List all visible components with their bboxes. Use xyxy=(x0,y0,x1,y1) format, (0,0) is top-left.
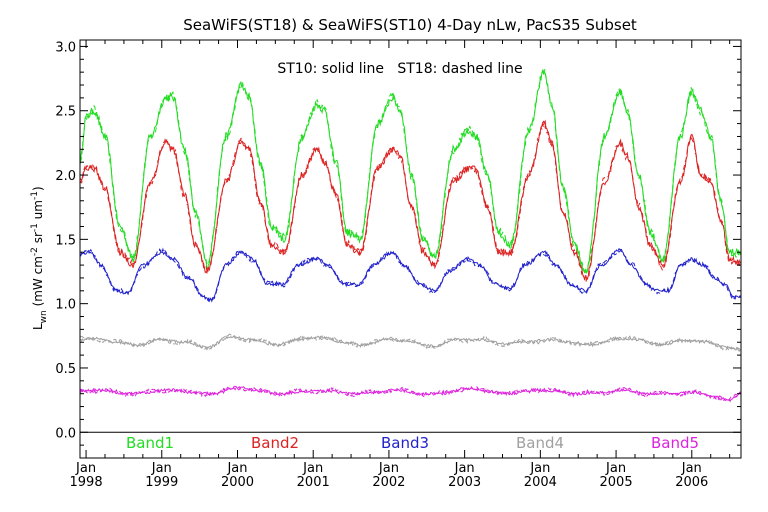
plot-frame xyxy=(79,39,742,459)
x-tick-year-label: 2002 xyxy=(372,475,405,490)
band4-st10-solid-line xyxy=(79,335,742,352)
y-tick-label: 0.5 xyxy=(55,362,76,377)
y-axis-label: Lwn (mW cm-2 sr-1 um-1) xyxy=(30,167,49,356)
svg-text:Lwn (mW cm-2 sr-1 um-1): Lwn (mW cm-2 sr-1 um-1) xyxy=(30,167,49,356)
x-tick-year-label: 2001 xyxy=(297,475,330,490)
legend-band4: Band4 xyxy=(516,434,564,452)
axes: 0.00.51.01.52.02.53.0Jan1998Jan1999Jan20… xyxy=(55,39,742,490)
band2-st10-solid-line xyxy=(79,119,741,281)
y-tick-label: 1.0 xyxy=(55,298,76,313)
x-tick-month-label: Jan xyxy=(605,461,626,476)
x-tick-year-label: 2000 xyxy=(221,475,254,490)
line-style-annotation: ST10: solid line ST18: dashed line xyxy=(277,61,522,77)
x-tick-month-label: Jan xyxy=(302,461,323,476)
x-tick-month-label: Jan xyxy=(378,461,399,476)
chart-title: SeaWiFS(ST18) & SeaWiFS(ST10) 4-Day nLw,… xyxy=(183,16,637,34)
band1-st18-dashed-line xyxy=(79,69,742,275)
x-tick-month-label: Jan xyxy=(226,461,247,476)
x-tick-month-label: Jan xyxy=(529,461,550,476)
x-tick-year-label: 1998 xyxy=(70,475,103,490)
x-tick-year-label: 2006 xyxy=(675,475,708,490)
band3-st10-solid-line xyxy=(79,247,742,303)
y-tick-label: 2.0 xyxy=(55,169,76,184)
legend-band5: Band5 xyxy=(651,434,699,452)
y-tick-label: 1.5 xyxy=(55,233,76,248)
x-tick-year-label: 2005 xyxy=(600,475,633,490)
plot-lines xyxy=(79,68,742,403)
y-tick-label: 2.5 xyxy=(55,105,76,120)
band5-st18-dashed-line xyxy=(79,385,742,402)
y-tick-label: 3.0 xyxy=(55,40,76,55)
x-tick-month-label: Jan xyxy=(75,461,96,476)
x-tick-year-label: 1999 xyxy=(145,475,178,490)
band2-st18-dashed-line xyxy=(79,121,742,284)
y-tick-label: 0.0 xyxy=(55,426,76,441)
x-tick-month-label: Jan xyxy=(454,461,475,476)
band4-st18-dashed-line xyxy=(79,333,742,351)
legend: Band1 Band2 Band3 Band4 Band5 xyxy=(126,434,699,452)
x-tick-year-label: 2003 xyxy=(448,475,481,490)
legend-band1: Band1 xyxy=(126,434,174,452)
x-tick-month-label: Jan xyxy=(151,461,172,476)
x-tick-year-label: 2004 xyxy=(524,475,557,490)
band3-st18-dashed-line xyxy=(79,247,742,303)
legend-band3: Band3 xyxy=(381,434,429,452)
band5-st10-solid-line xyxy=(79,385,742,403)
legend-band2: Band2 xyxy=(251,434,299,452)
x-tick-month-label: Jan xyxy=(681,461,702,476)
